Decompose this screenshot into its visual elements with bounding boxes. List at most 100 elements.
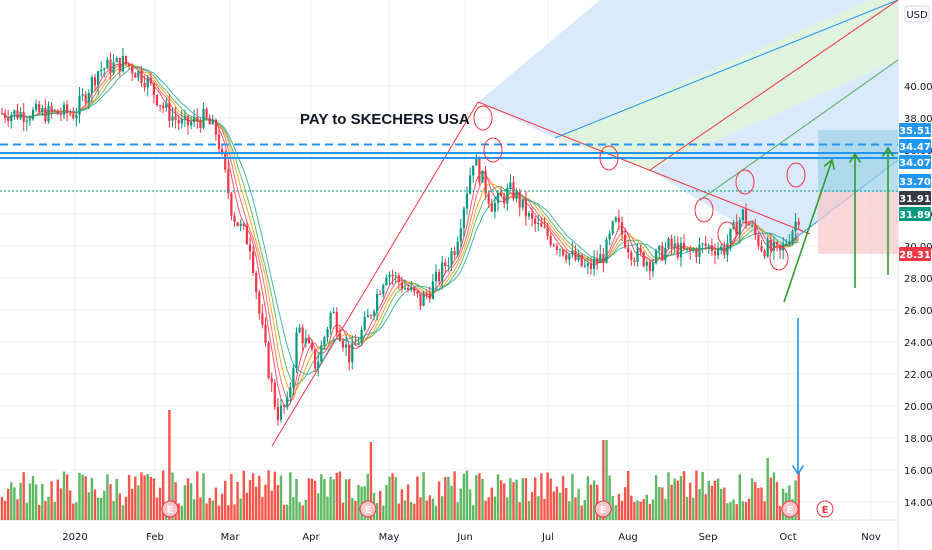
candle-body[interactable] — [276, 406, 279, 420]
candle-body[interactable] — [69, 113, 72, 115]
price-tag[interactable] — [899, 247, 931, 261]
candle-body[interactable] — [686, 249, 689, 251]
candle-body[interactable] — [363, 317, 366, 331]
candle-body[interactable] — [149, 78, 152, 84]
candle-body[interactable] — [180, 119, 183, 124]
candle-body[interactable] — [267, 342, 270, 379]
candle-body[interactable] — [500, 192, 503, 196]
candle-body[interactable] — [369, 315, 372, 317]
candle-body[interactable] — [314, 349, 317, 369]
candle-body[interactable] — [661, 245, 664, 261]
candle-body[interactable] — [376, 293, 379, 312]
candle-body[interactable] — [682, 242, 686, 250]
candle-body[interactable] — [360, 330, 363, 343]
candle-body[interactable] — [487, 193, 490, 204]
candle-body[interactable] — [599, 254, 602, 263]
candle-body[interactable] — [44, 107, 47, 122]
candle-body[interactable] — [341, 340, 345, 348]
candle-body[interactable] — [738, 219, 741, 235]
candle-body[interactable] — [689, 249, 692, 252]
candle-body[interactable] — [707, 245, 710, 247]
candle-body[interactable] — [664, 247, 667, 261]
candle-body[interactable] — [264, 324, 267, 343]
candle-body[interactable] — [698, 244, 701, 257]
candle-body[interactable] — [620, 222, 624, 235]
candle-body[interactable] — [171, 116, 174, 121]
candle-body[interactable] — [772, 242, 775, 251]
candle-body[interactable] — [103, 68, 106, 70]
candle-body[interactable] — [0, 113, 4, 115]
candle-body[interactable] — [304, 338, 307, 344]
candle-body[interactable] — [407, 287, 410, 291]
price-tag[interactable] — [899, 155, 931, 169]
candle-body[interactable] — [19, 112, 22, 119]
candle-body[interactable] — [41, 107, 44, 113]
candle-body[interactable] — [562, 249, 565, 256]
candle-body[interactable] — [186, 116, 190, 126]
candle-body[interactable] — [131, 66, 134, 74]
candle-body[interactable] — [695, 250, 698, 257]
earnings-marker[interactable] — [816, 500, 834, 518]
candle-body[interactable] — [332, 311, 335, 313]
candle-body[interactable] — [28, 119, 31, 121]
candle-body[interactable] — [785, 243, 788, 245]
candle-body[interactable] — [348, 344, 351, 363]
candle-body[interactable] — [748, 223, 751, 226]
candle-body[interactable] — [549, 236, 552, 245]
price-tag[interactable] — [899, 123, 931, 137]
candle-body[interactable] — [118, 57, 121, 72]
candle-body[interactable] — [230, 193, 233, 216]
candle-body[interactable] — [78, 95, 81, 116]
candle-body[interactable] — [614, 217, 617, 222]
candle-body[interactable] — [593, 258, 596, 269]
candle-body[interactable] — [93, 77, 97, 86]
candle-body[interactable] — [602, 254, 605, 263]
candle-body[interactable] — [258, 292, 261, 314]
candle-body[interactable] — [168, 103, 171, 121]
candle-body[interactable] — [754, 225, 757, 235]
candle-body[interactable] — [577, 254, 580, 261]
candle-body[interactable] — [515, 191, 518, 199]
candle-body[interactable] — [655, 250, 658, 264]
candle-body[interactable] — [670, 238, 673, 247]
candle-body[interactable] — [397, 275, 400, 283]
candle-body[interactable] — [766, 239, 769, 257]
candle-body[interactable] — [456, 241, 459, 255]
candle-body[interactable] — [155, 94, 159, 106]
candle-body[interactable] — [543, 226, 546, 228]
price-tag[interactable] — [899, 174, 931, 188]
price-tag[interactable] — [899, 191, 931, 205]
candle-body[interactable] — [338, 332, 341, 341]
candle-body[interactable] — [283, 405, 286, 407]
candle-body[interactable] — [84, 94, 87, 103]
candle-body[interactable] — [431, 281, 434, 299]
candle-body[interactable] — [679, 242, 682, 258]
earnings-marker[interactable] — [781, 500, 799, 518]
candle-body[interactable] — [481, 171, 484, 183]
earnings-marker[interactable] — [359, 500, 377, 518]
candle-body[interactable] — [208, 117, 211, 125]
candle-body[interactable] — [490, 203, 493, 212]
candle-body[interactable] — [227, 169, 230, 194]
time-axis[interactable] — [0, 520, 898, 550]
candle-body[interactable] — [741, 209, 744, 220]
candle-body[interactable] — [202, 108, 205, 129]
candle-body[interactable] — [90, 77, 93, 94]
candle-body[interactable] — [115, 57, 118, 63]
candle-body[interactable] — [326, 329, 329, 338]
candle-body[interactable] — [388, 274, 391, 278]
candle-body[interactable] — [205, 108, 208, 118]
candle-body[interactable] — [385, 277, 388, 286]
candle-body[interactable] — [717, 250, 720, 256]
candle-body[interactable] — [710, 245, 713, 252]
candle-body[interactable] — [726, 243, 729, 255]
candle-body[interactable] — [571, 250, 574, 255]
candle-body[interactable] — [279, 405, 283, 420]
candle-body[interactable] — [10, 114, 13, 122]
candle-body[interactable] — [224, 152, 227, 170]
candle-body[interactable] — [636, 248, 639, 262]
candle-body[interactable] — [673, 243, 676, 247]
candle-body[interactable] — [134, 73, 137, 78]
price-tag[interactable] — [899, 207, 931, 221]
candle-body[interactable] — [310, 343, 314, 350]
